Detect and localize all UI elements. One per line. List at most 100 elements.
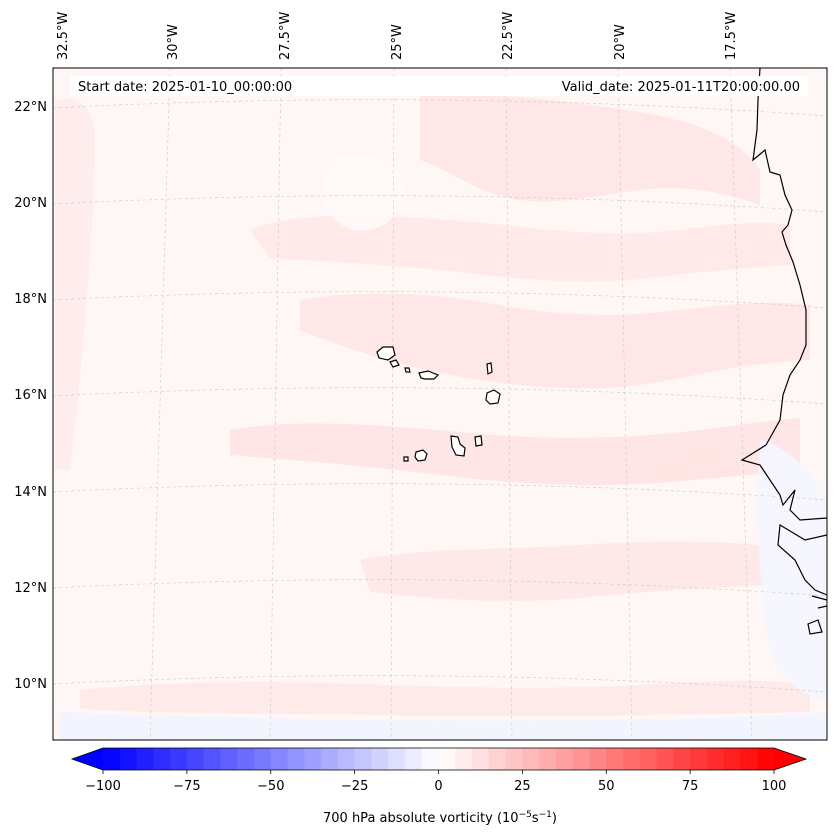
colorbar-segment: [253, 748, 272, 770]
colorbar: −100 −75 −50 −25 0 25 50 75 100 700 hPa absolute…: [70, 747, 808, 826]
vorticity-negative-south: [60, 712, 827, 740]
colorbar-segment: [421, 748, 439, 770]
colorbar-segments: [103, 748, 775, 770]
colorbar-label-exp2: −1: [539, 810, 552, 820]
vorticity-band-central: [300, 293, 810, 389]
gridline-lat-10n: [53, 675, 827, 693]
gridline-lat-20n: [53, 195, 827, 213]
lat-label-22n: 22°N: [14, 100, 47, 115]
colorbar-segment: [606, 748, 624, 770]
start-date-label: Start date: 2025-01-10_00:00:00: [78, 80, 292, 95]
colorbar-segment: [589, 748, 607, 770]
colorbar-ticks: −100 −75 −50 −25 0 25 50 75 100: [85, 770, 786, 794]
island-sao-vicente: [389, 359, 400, 368]
colorbar-tick-label: 0: [434, 779, 442, 794]
lon-label-20w: 20°W: [613, 24, 628, 60]
coastlines: [740, 68, 827, 635]
lon-label-27-5w: 27.5°W: [278, 12, 293, 60]
longitude-labels: 32.5°W 30°W 27.5°W 25°W 22.5°W 20°W 17.5…: [56, 12, 739, 60]
colorbar-segment: [119, 748, 138, 770]
colorbar-label: 700 hPa absolute vorticity (10−5s−1): [323, 810, 557, 826]
colorbar-tick-label: −75: [173, 779, 200, 794]
vorticity-patch-west: [55, 99, 95, 471]
coastline-islands-south: [807, 595, 827, 635]
lat-label-20n: 20°N: [14, 196, 47, 211]
vorticity-negative-coast: [758, 440, 827, 700]
vorticity-band-north: [420, 94, 760, 205]
colorbar-segment: [220, 748, 238, 770]
colorbar-segment: [136, 748, 154, 770]
gridline-lon-20w: [617, 68, 633, 740]
colorbar-segment: [639, 748, 658, 770]
gridline-lon-27-5w: [269, 68, 282, 740]
colorbar-segment: [555, 748, 574, 770]
colorbar-segment: [757, 748, 775, 770]
colorbar-segment: [455, 748, 473, 770]
cape-verde-islands: [376, 346, 501, 462]
colorbar-segment: [170, 748, 188, 770]
vorticity-band-lower: [360, 541, 770, 601]
colorbar-segment: [656, 748, 674, 770]
colorbar-tick-label: 50: [598, 779, 615, 794]
vorticity-near-zero-patch: [322, 155, 404, 231]
colorbar-segment: [472, 748, 490, 770]
island-sal: [486, 362, 493, 375]
colorbar-arrow-max: [774, 748, 806, 770]
map-frame: [52, 67, 828, 741]
lat-label-16n: 16°N: [14, 388, 47, 403]
gridline-lon-25w: [390, 68, 395, 740]
vorticity-band-upper: [250, 215, 790, 282]
island-boa-vista: [485, 389, 501, 405]
colorbar-tick-label: 100: [762, 779, 787, 794]
colorbar-segment: [237, 748, 255, 770]
lat-label-12n: 12°N: [14, 581, 47, 596]
colorbar-segment: [690, 748, 708, 770]
colorbar-tick-label: −100: [85, 779, 121, 794]
island-santo-antao: [376, 346, 396, 361]
colorbar-segment: [438, 748, 456, 770]
colorbar-tick-label: 25: [514, 779, 531, 794]
coastline-guinea-bissau: [777, 523, 827, 596]
colorbar-segment: [740, 748, 758, 770]
lat-label-14n: 14°N: [14, 485, 47, 500]
colorbar-segment: [706, 748, 725, 770]
colorbar-segment: [522, 748, 540, 770]
colorbar-segment: [354, 748, 372, 770]
colorbar-segment: [304, 748, 322, 770]
colorbar-segment: [186, 748, 205, 770]
lon-label-22-5w: 22.5°W: [501, 12, 516, 60]
island-sao-nicolau: [418, 370, 440, 380]
colorbar-segment: [488, 748, 507, 770]
colorbar-segment: [623, 748, 641, 770]
colorbar-segment: [203, 748, 221, 770]
colorbar-segment: [321, 748, 339, 770]
colorbar-segment: [103, 748, 121, 770]
map-panel: [53, 68, 827, 740]
coastline-west-africa: [740, 68, 827, 521]
gridline-lat-22n: [53, 99, 827, 117]
lat-label-18n: 18°N: [14, 292, 47, 307]
vorticity-band-southern: [80, 681, 810, 716]
lon-label-30w: 30°W: [166, 24, 181, 60]
gridline-lat-18n: [53, 291, 827, 309]
island-santa-luzia: [404, 367, 411, 373]
gridline-lat-16n: [53, 387, 827, 405]
date-info-box: [70, 76, 808, 96]
colorbar-segment: [404, 748, 423, 770]
colorbar-segment: [572, 748, 590, 770]
island-santiago: [450, 435, 466, 457]
graticule: [53, 68, 827, 740]
island-fogo: [414, 449, 428, 462]
valid-date-label: Valid_date: 2025-01-11T20:00:00.00: [562, 80, 800, 95]
lon-label-17-5w: 17.5°W: [724, 12, 739, 60]
colorbar-label-exp1: −5: [519, 810, 532, 820]
gridline-lon-17-5w: [729, 68, 753, 740]
colorbar-tick-label: −50: [257, 779, 284, 794]
gridline-lat-12n: [53, 579, 827, 597]
vorticity-patch-coast: [640, 440, 740, 481]
lon-label-32-5w: 32.5°W: [56, 12, 71, 60]
colorbar-arrow-min: [72, 748, 103, 770]
latitude-labels: 22°N 20°N 18°N 16°N 14°N 12°N 10°N: [14, 100, 47, 692]
colorbar-tick-label: 75: [682, 779, 699, 794]
